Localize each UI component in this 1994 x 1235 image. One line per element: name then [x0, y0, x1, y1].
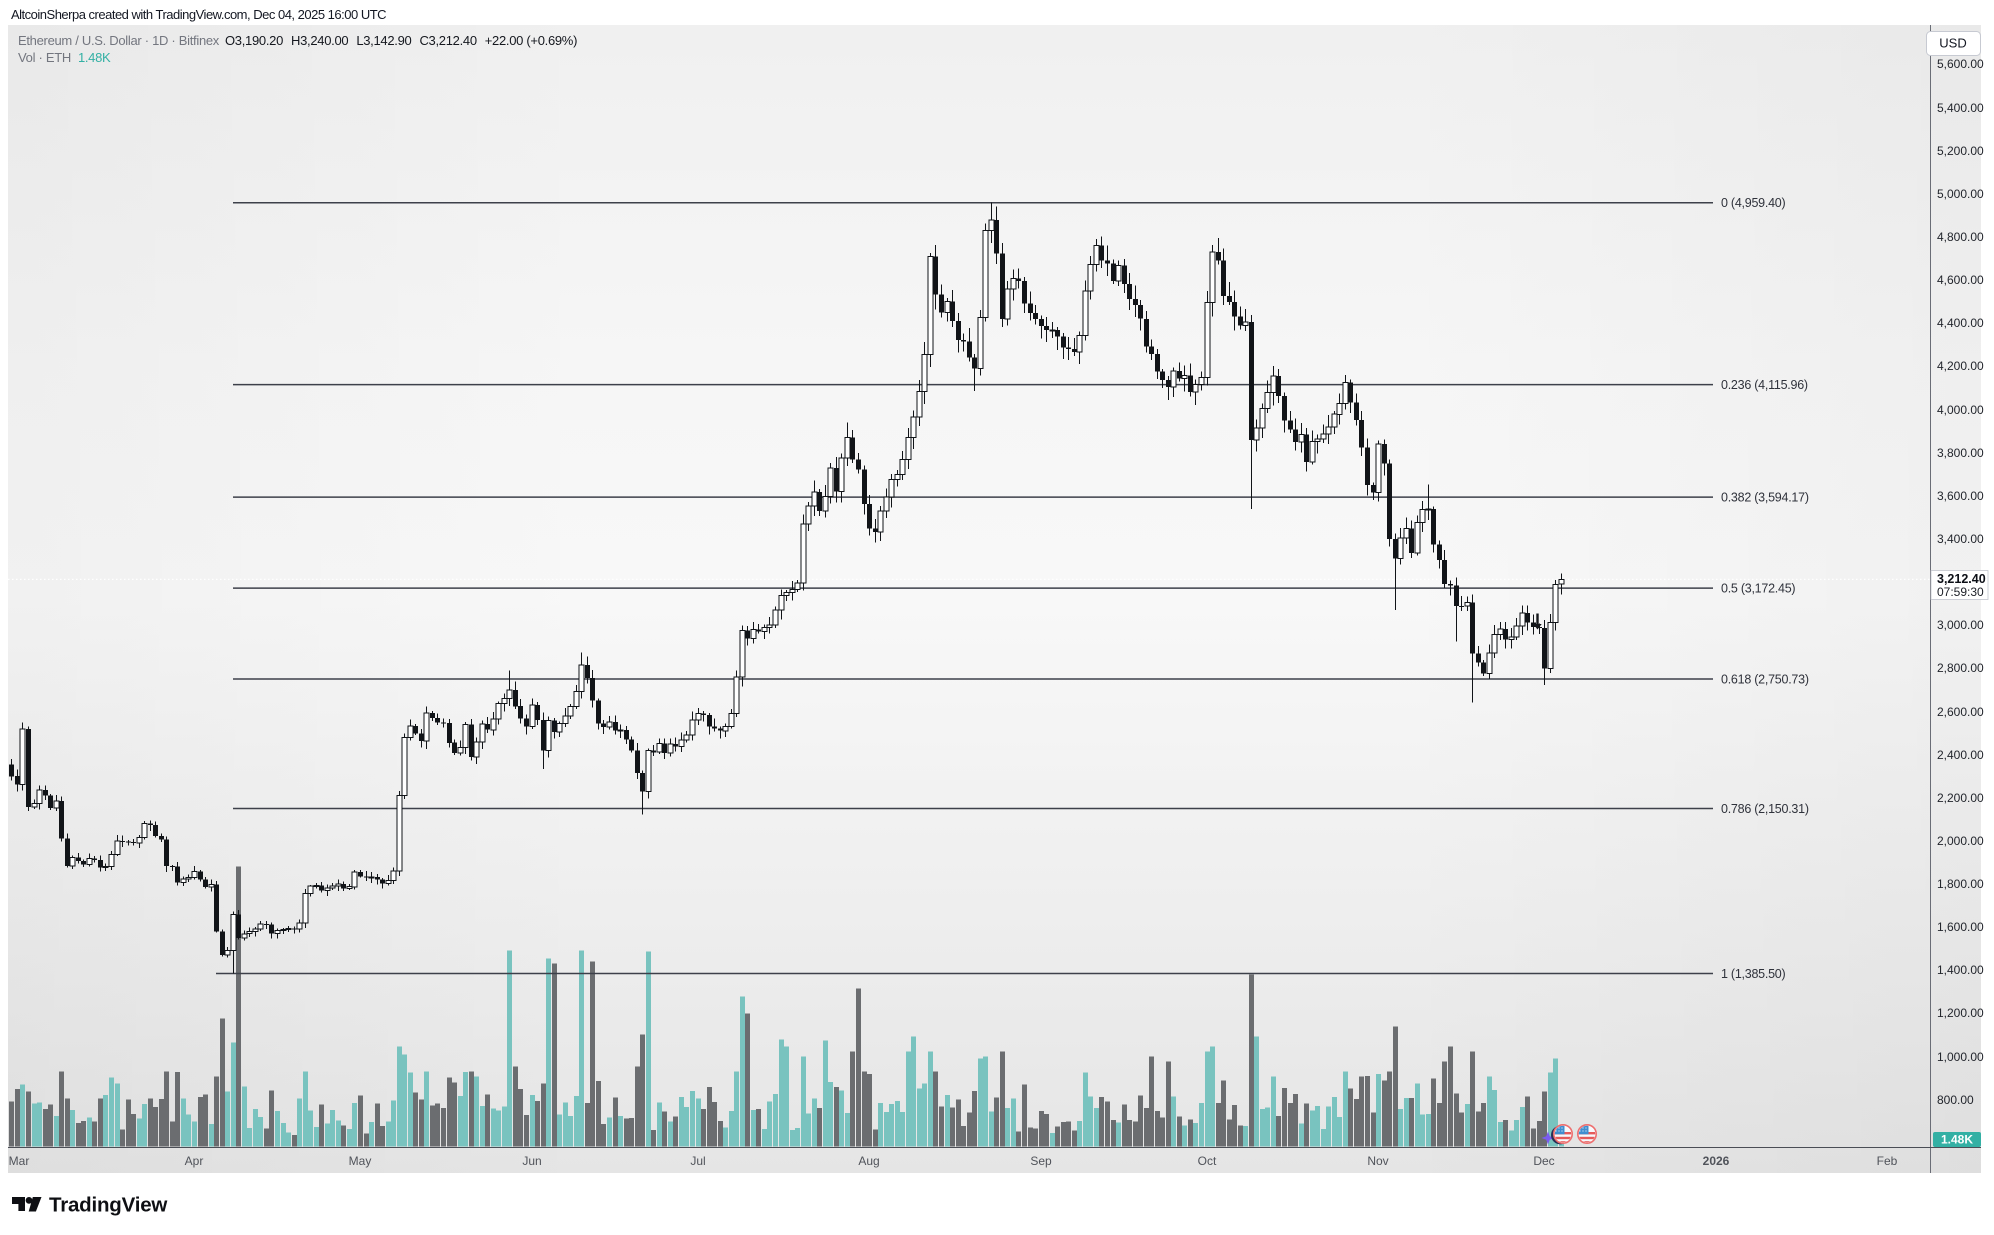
svg-text:Jun: Jun [522, 1154, 541, 1168]
svg-text:5,400.00: 5,400.00 [1937, 101, 1984, 115]
svg-text:Mar: Mar [9, 1154, 30, 1168]
svg-text:5,200.00: 5,200.00 [1937, 144, 1984, 158]
svg-text:Apr: Apr [185, 1154, 204, 1168]
svg-text:4,000.00: 4,000.00 [1937, 403, 1984, 417]
svg-text:1,800.00: 1,800.00 [1937, 877, 1984, 891]
svg-text:1,200.00: 1,200.00 [1937, 1006, 1984, 1020]
svg-text:2,600.00: 2,600.00 [1937, 705, 1984, 719]
svg-text:2,000.00: 2,000.00 [1937, 834, 1984, 848]
svg-text:1 (1,385.50): 1 (1,385.50) [1721, 967, 1785, 981]
svg-text:0.786 (2,150.31): 0.786 (2,150.31) [1721, 802, 1809, 816]
svg-text:Feb: Feb [1877, 1154, 1898, 1168]
svg-text:5,000.00: 5,000.00 [1937, 187, 1984, 201]
svg-text:AltcoinSherpa created with Tra: AltcoinSherpa created with TradingView.c… [11, 7, 386, 22]
svg-text:Aug: Aug [858, 1154, 879, 1168]
svg-text:3,212.40: 3,212.40 [1937, 572, 1986, 586]
svg-text:07:59:30: 07:59:30 [1937, 585, 1984, 599]
svg-text:2,400.00: 2,400.00 [1937, 748, 1984, 762]
svg-text:4,400.00: 4,400.00 [1937, 316, 1984, 330]
svg-text:4,600.00: 4,600.00 [1937, 273, 1984, 287]
svg-text:800.00: 800.00 [1937, 1093, 1974, 1107]
svg-text:1,400.00: 1,400.00 [1937, 963, 1984, 977]
svg-text:0 (4,959.40): 0 (4,959.40) [1721, 196, 1785, 210]
svg-text:1,600.00: 1,600.00 [1937, 920, 1984, 934]
svg-text:Oct: Oct [1198, 1154, 1217, 1168]
svg-text:4,200.00: 4,200.00 [1937, 359, 1984, 373]
svg-text:Jul: Jul [690, 1154, 705, 1168]
svg-text:0.236 (4,115.96): 0.236 (4,115.96) [1721, 378, 1808, 392]
svg-text:3,000.00: 3,000.00 [1937, 618, 1984, 632]
svg-text:Sep: Sep [1030, 1154, 1052, 1168]
svg-text:2026: 2026 [1703, 1154, 1730, 1168]
svg-text:Dec: Dec [1533, 1154, 1554, 1168]
svg-text:0.618 (2,750.73): 0.618 (2,750.73) [1721, 672, 1809, 686]
svg-text:3,800.00: 3,800.00 [1937, 446, 1984, 460]
svg-text:1.48K: 1.48K [1941, 1133, 1973, 1147]
svg-text:0.5 (3,172.45): 0.5 (3,172.45) [1721, 581, 1795, 595]
svg-text:Nov: Nov [1367, 1154, 1388, 1168]
svg-text:2,200.00: 2,200.00 [1937, 791, 1984, 805]
svg-text:0.382 (3,594.17): 0.382 (3,594.17) [1721, 490, 1809, 504]
svg-text:2,800.00: 2,800.00 [1937, 661, 1984, 675]
svg-text:1,000.00: 1,000.00 [1937, 1050, 1984, 1064]
svg-text:3,600.00: 3,600.00 [1937, 489, 1984, 503]
svg-text:3,400.00: 3,400.00 [1937, 532, 1984, 546]
svg-text:5,600.00: 5,600.00 [1937, 57, 1984, 71]
svg-text:USD: USD [1939, 36, 1966, 51]
svg-text:Ethereum / U.S. Dollar · 1D ·: Ethereum / U.S. Dollar · 1D · Bitfinex O3… [18, 33, 577, 48]
svg-text:TradingView: TradingView [49, 1194, 167, 1217]
svg-text:4,800.00: 4,800.00 [1937, 230, 1984, 244]
svg-text:May: May [349, 1154, 372, 1168]
